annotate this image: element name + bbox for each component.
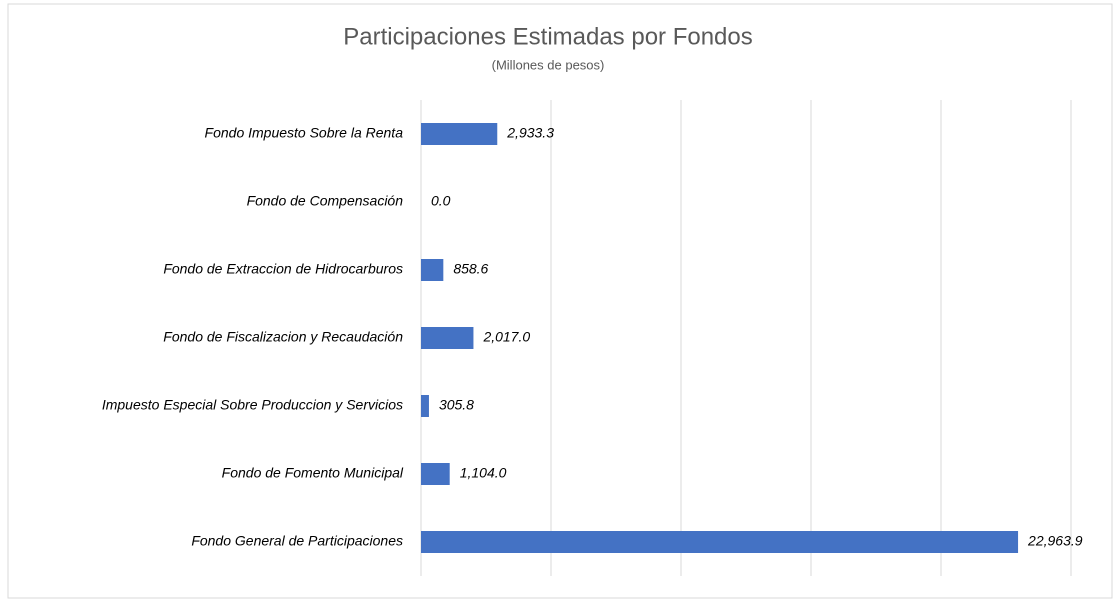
value-label: 2,017.0: [482, 329, 530, 345]
bar: [421, 123, 498, 145]
bar: [421, 531, 1019, 553]
category-label: Fondo de Fomento Municipal: [222, 465, 404, 481]
value-label: 305.8: [439, 397, 474, 413]
category-label: Fondo General de Participaciones: [191, 533, 403, 549]
category-label: Impuesto Especial Sobre Produccion y Ser…: [102, 397, 403, 413]
chart-title: Participaciones Estimadas por Fondos: [343, 23, 753, 50]
category-label: Fondo de Compensación: [247, 193, 404, 209]
value-label: 1,104.0: [460, 465, 507, 481]
bar: [421, 259, 444, 281]
chart-subtitle: (Millones de pesos): [492, 57, 605, 72]
category-label: Fondo de Extraccion de Hidrocarburos: [163, 261, 403, 277]
bar: [421, 327, 474, 349]
chart-frame: [7, 3, 1113, 599]
category-label: Fondo de Fiscalizacion y Recaudación: [163, 329, 403, 345]
value-label: 858.6: [453, 261, 488, 277]
value-label: 0.0: [431, 193, 451, 209]
value-label: 22,963.9: [1027, 533, 1083, 549]
value-label: 2,933.3: [506, 125, 554, 141]
bar: [421, 463, 450, 485]
category-label: Fondo Impuesto Sobre la Renta: [205, 125, 404, 141]
bar: [421, 395, 429, 417]
